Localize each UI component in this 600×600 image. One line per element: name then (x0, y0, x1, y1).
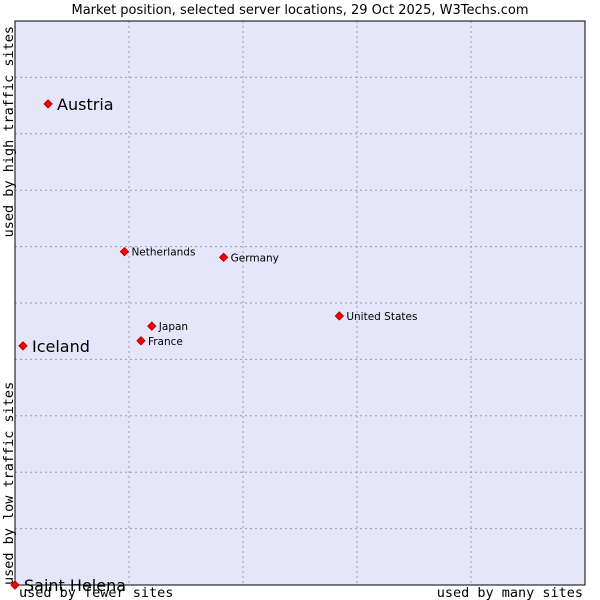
data-points: Austria Netherlands Germany United States Ja… (10, 95, 417, 595)
x-axis-right-label: used by many sites (437, 585, 583, 600)
point-marker-japan (147, 321, 157, 331)
point-marker-france (136, 336, 146, 346)
grid-lines (15, 21, 585, 585)
point-marker-germany (218, 252, 229, 263)
y-axis-bottom-label: used by low traffic sites (1, 382, 17, 585)
plot-border (14, 20, 586, 586)
point-label-saint-helena: Saint Helena (24, 576, 126, 595)
chart-title: Market position, selected server locatio… (71, 3, 528, 18)
point-label-iceland: Iceland (32, 337, 90, 356)
point-marker-austria (43, 99, 53, 109)
x-axis-left-label: used by fewer sites (19, 585, 173, 600)
point-marker-iceland (18, 341, 28, 351)
point-label-japan: Japan (158, 321, 188, 333)
point-label-germany: Germany (231, 252, 279, 264)
point-label-united-states: United States (346, 311, 417, 323)
y-axis-top-label: used by high traffic sites (1, 26, 17, 237)
point-marker-netherlands (119, 246, 130, 257)
point-marker-united-states (334, 311, 345, 321)
point-label-austria: Austria (57, 95, 114, 114)
point-label-france: France (148, 336, 183, 348)
point-marker-saint-helena (10, 580, 20, 590)
point-label-netherlands: Netherlands (131, 247, 195, 259)
